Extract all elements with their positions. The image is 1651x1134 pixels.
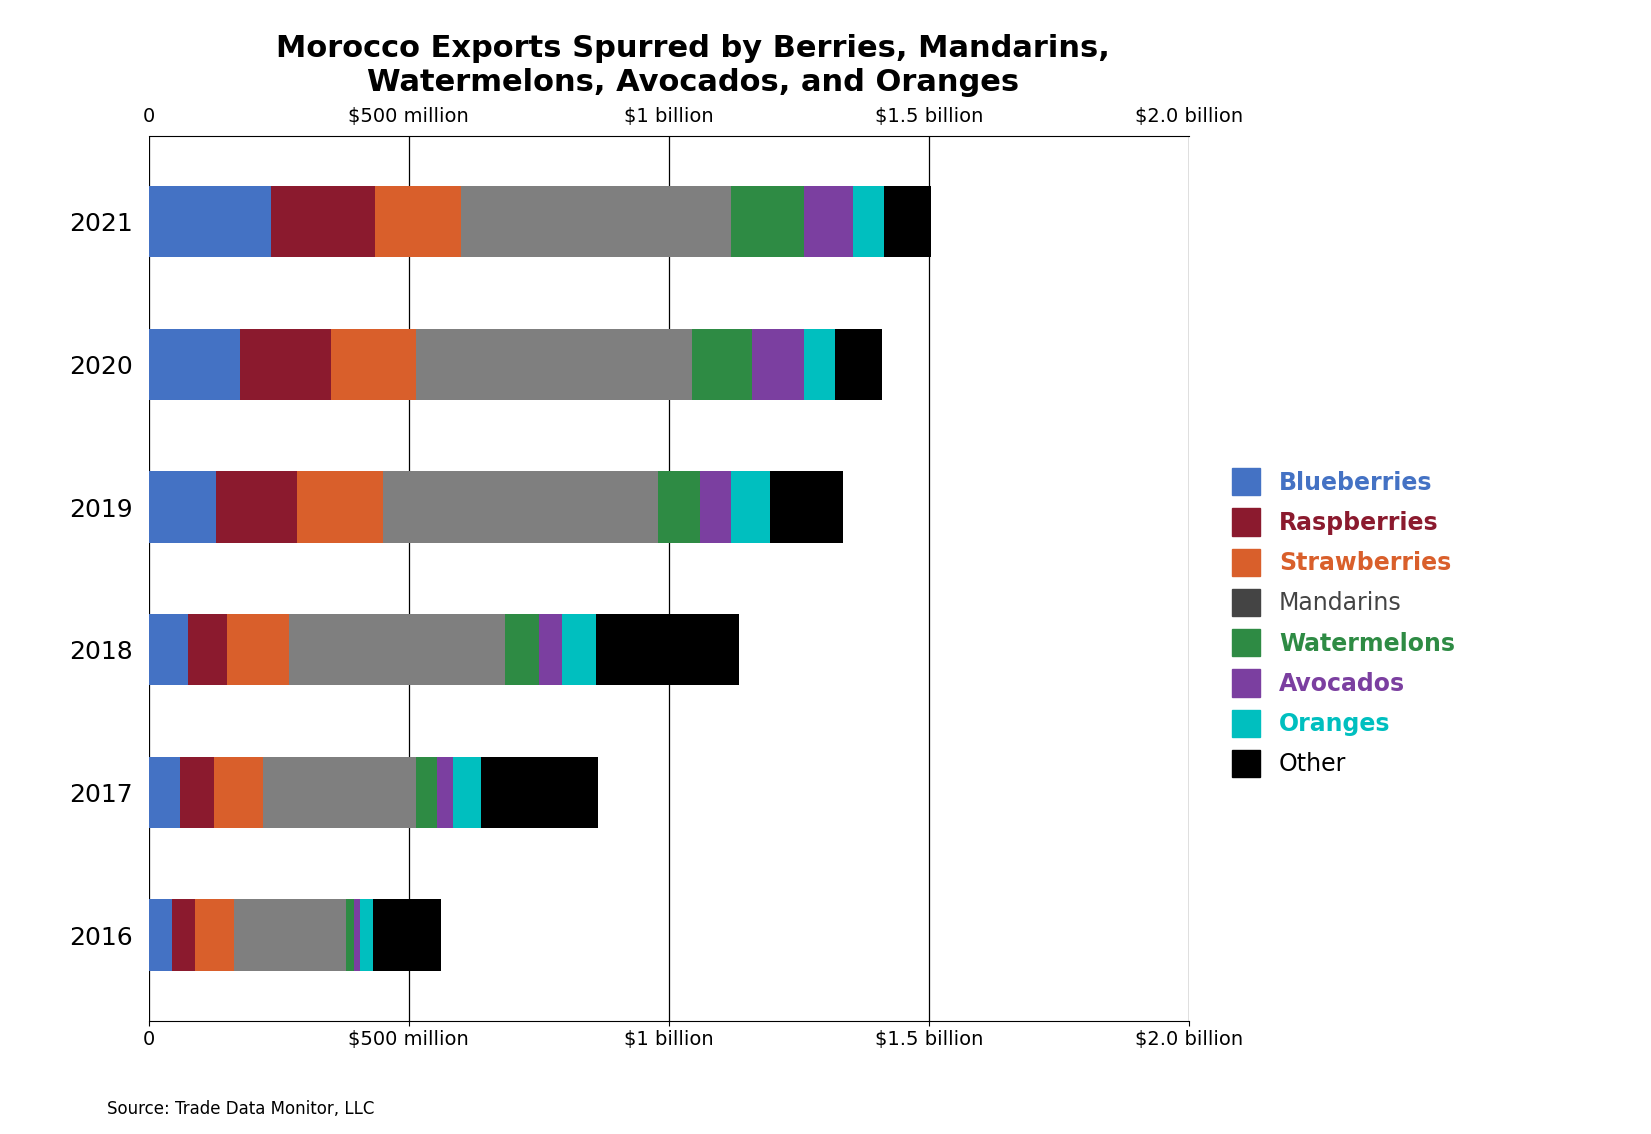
Bar bbox=[692, 329, 751, 400]
Legend: Blueberries, Raspberries, Strawberries, Mandarins, Watermelons, Avocados, Orange: Blueberries, Raspberries, Strawberries, … bbox=[1232, 468, 1455, 777]
Bar bbox=[297, 472, 383, 543]
Bar bbox=[659, 472, 700, 543]
Bar bbox=[561, 613, 596, 685]
Bar bbox=[452, 756, 482, 828]
Bar bbox=[373, 899, 441, 971]
Bar bbox=[416, 329, 692, 400]
Bar bbox=[731, 472, 769, 543]
Bar bbox=[360, 899, 373, 971]
Bar bbox=[835, 329, 882, 400]
Bar bbox=[438, 756, 452, 828]
Text: Source: Trade Data Monitor, LLC: Source: Trade Data Monitor, LLC bbox=[107, 1100, 375, 1118]
Bar bbox=[769, 472, 844, 543]
Bar bbox=[482, 756, 598, 828]
Bar bbox=[149, 472, 216, 543]
Bar bbox=[172, 899, 195, 971]
Bar bbox=[731, 186, 804, 257]
Bar bbox=[226, 613, 289, 685]
Bar bbox=[271, 186, 375, 257]
Bar bbox=[149, 756, 180, 828]
Bar bbox=[353, 899, 360, 971]
Bar bbox=[505, 613, 538, 685]
Bar bbox=[854, 186, 885, 257]
Bar bbox=[216, 472, 297, 543]
Bar bbox=[213, 756, 263, 828]
Bar bbox=[375, 186, 461, 257]
Bar bbox=[149, 186, 271, 257]
Bar bbox=[330, 329, 416, 400]
Bar bbox=[751, 329, 804, 400]
Bar bbox=[289, 613, 505, 685]
Bar bbox=[538, 613, 561, 685]
Bar bbox=[149, 899, 172, 971]
Bar bbox=[149, 613, 188, 685]
Bar bbox=[180, 756, 213, 828]
Bar bbox=[416, 756, 438, 828]
Bar bbox=[700, 472, 731, 543]
Bar bbox=[263, 756, 416, 828]
Bar bbox=[188, 613, 226, 685]
Bar bbox=[195, 899, 234, 971]
Bar bbox=[461, 186, 731, 257]
Bar bbox=[239, 329, 330, 400]
Bar bbox=[347, 899, 353, 971]
Bar bbox=[149, 329, 239, 400]
Bar bbox=[885, 186, 931, 257]
Bar bbox=[804, 329, 835, 400]
Text: Morocco Exports Spurred by Berries, Mandarins,
Watermelons, Avocados, and Orange: Morocco Exports Spurred by Berries, Mand… bbox=[276, 34, 1111, 96]
Bar bbox=[596, 613, 740, 685]
Bar bbox=[804, 186, 854, 257]
Bar bbox=[234, 899, 347, 971]
Bar bbox=[383, 472, 659, 543]
